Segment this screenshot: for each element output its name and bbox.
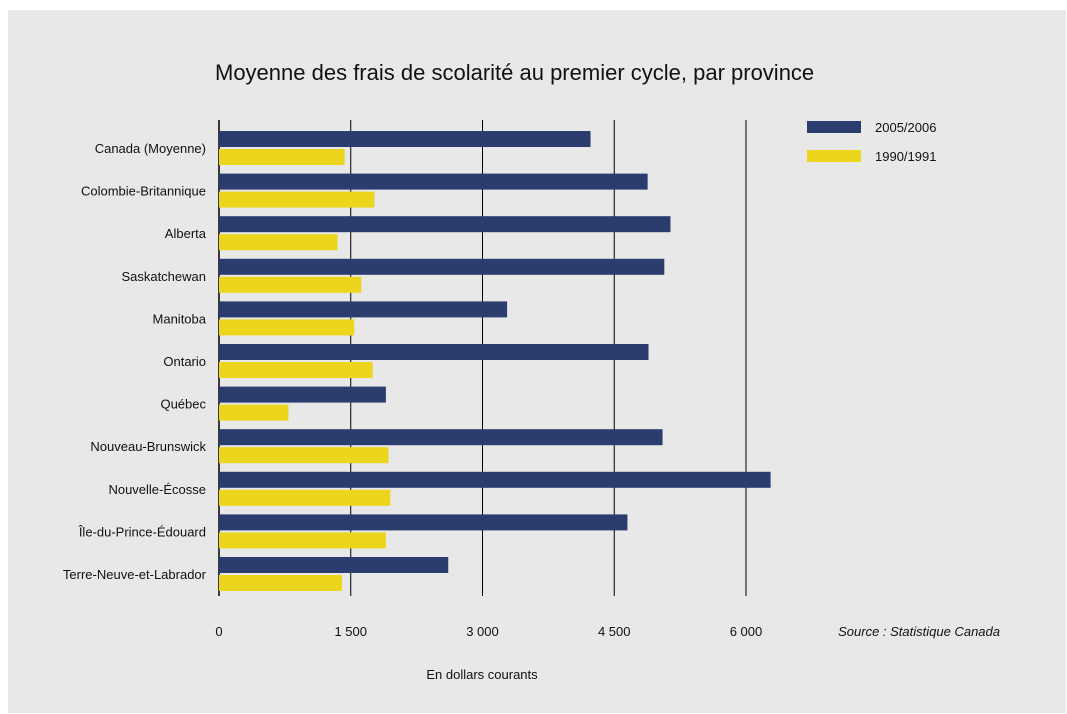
bar-manitoba-2005-2006 [219, 301, 508, 318]
category-label-saskatchewan: Saskatchewan [121, 269, 206, 284]
chart-title: Moyenne des frais de scolarité au premie… [215, 60, 814, 85]
bar-alberta-1990-1991 [219, 234, 338, 251]
legend-swatch-2005-2006 [807, 121, 861, 133]
bar-canada-moyenne-2005-2006 [219, 131, 591, 147]
bars [219, 131, 771, 591]
bar-terre-neuve-et-labrador-2005-2006 [219, 557, 449, 573]
category-label-nouvelle-ecosse: Nouvelle-Écosse [108, 482, 206, 497]
category-label-quebec: Québec [160, 397, 206, 412]
bar-canada-moyenne-1990-1991 [219, 149, 345, 165]
source-note: Source : Statistique Canada [838, 624, 1000, 639]
category-label-ile-du-prince-edouard: Île-du-Prince-Édouard [78, 524, 206, 539]
bar-saskatchewan-2005-2006 [219, 258, 665, 275]
category-label-nouveau-brunswick: Nouveau-Brunswick [90, 439, 206, 454]
bar-ile-du-prince-edouard-2005-2006 [219, 514, 628, 531]
category-label-alberta: Alberta [165, 226, 207, 241]
x-tick-labels: 0 1 500 3 000 4 500 6 000 [215, 624, 762, 639]
category-labels: Canada (Moyenne) Colombie-Britannique Albe… [63, 141, 207, 582]
legend-label-1990-1991: 1990/1991 [875, 149, 936, 164]
x-tick-label: 1 500 [334, 624, 367, 639]
x-tick-label: 6 000 [730, 624, 763, 639]
bar-nouvelle-ecosse-2005-2006 [219, 471, 771, 488]
bar-manitoba-1990-1991 [219, 319, 355, 336]
bar-colombie-britannique-1990-1991 [219, 191, 375, 208]
legend-label-2005-2006: 2005/2006 [875, 120, 936, 135]
bar-nouvelle-ecosse-1990-1991 [219, 489, 391, 506]
legend-swatch-1990-1991 [807, 150, 861, 162]
bar-ile-du-prince-edouard-1990-1991 [219, 532, 386, 549]
bar-nouveau-brunswick-2005-2006 [219, 429, 663, 446]
bar-terre-neuve-et-labrador-1990-1991 [219, 575, 342, 591]
category-label-terre-neuve-et-labrador: Terre-Neuve-et-Labrador [63, 567, 207, 582]
bar-quebec-1990-1991 [219, 404, 289, 421]
category-label-ontario: Ontario [163, 354, 206, 369]
x-tick-label: 4 500 [598, 624, 631, 639]
chart-panel [8, 10, 1066, 713]
legend: 2005/2006 1990/1991 [807, 120, 936, 164]
category-label-manitoba: Manitoba [153, 311, 207, 326]
bar-nouveau-brunswick-1990-1991 [219, 447, 389, 464]
bar-ontario-2005-2006 [219, 344, 649, 360]
bar-quebec-2005-2006 [219, 386, 386, 403]
category-label-canada-moyenne: Canada (Moyenne) [95, 141, 206, 156]
bar-saskatchewan-1990-1991 [219, 276, 362, 293]
x-axis-label: En dollars courants [426, 667, 538, 682]
x-tick-label: 0 [215, 624, 222, 639]
bar-alberta-2005-2006 [219, 216, 671, 233]
x-tick-label: 3 000 [466, 624, 499, 639]
category-label-colombie-britannique: Colombie-Britannique [81, 184, 206, 199]
bar-colombie-britannique-2005-2006 [219, 173, 648, 190]
bar-ontario-1990-1991 [219, 362, 373, 378]
